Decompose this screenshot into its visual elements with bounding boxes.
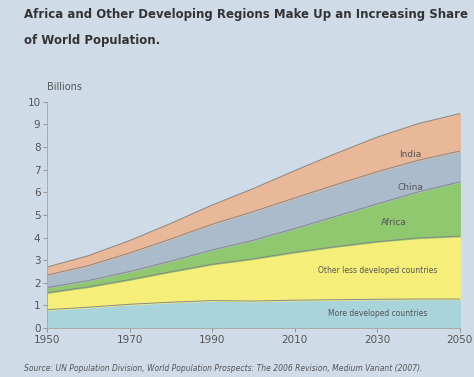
Text: Billions: Billions [47,82,82,92]
Text: China: China [397,183,423,192]
Text: Africa: Africa [381,218,407,227]
Text: Source: UN Population Division, World Population Prospects: The 2006 Revision, M: Source: UN Population Division, World Po… [24,364,422,373]
Text: Africa and Other Developing Regions Make Up an Increasing Share: Africa and Other Developing Regions Make… [24,8,468,20]
Text: India: India [399,150,421,159]
Text: of World Population.: of World Population. [24,34,160,47]
Text: More developed countries: More developed countries [328,309,427,318]
Text: Other less developed countries: Other less developed countries [318,266,437,275]
